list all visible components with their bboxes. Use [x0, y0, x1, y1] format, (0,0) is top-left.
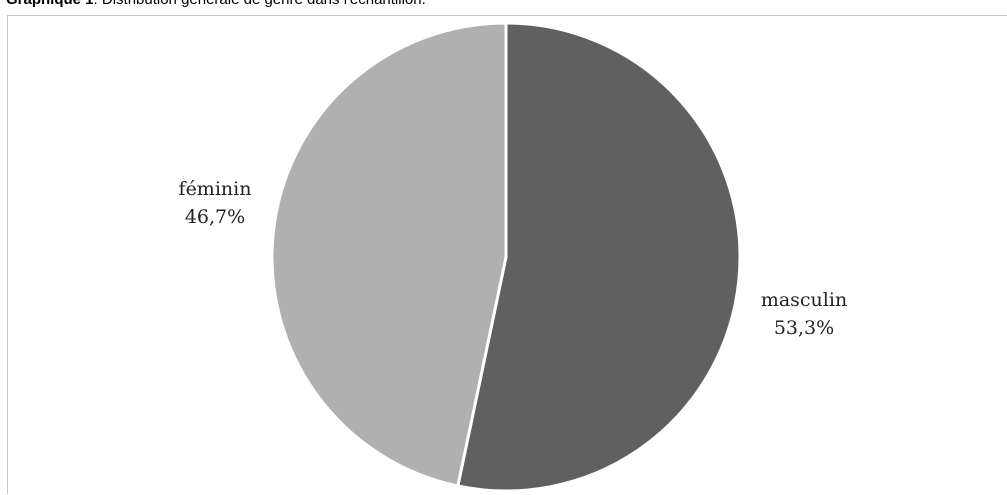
pie-slice-feminin — [270, 21, 508, 488]
slice-value-masculin: 53,3% — [774, 317, 834, 339]
pie-slice-masculin — [456, 21, 742, 493]
pie-chart: masculin 53,3% féminin 46,7% — [179, 21, 847, 493]
slice-label-masculin: masculin — [761, 289, 847, 311]
slice-label-feminin: féminin — [179, 178, 252, 200]
chart-caption: Graphique 1: Distribution générale de ge… — [6, 0, 426, 9]
slice-value-feminin: 46,7% — [185, 206, 245, 228]
chart-frame: masculin 53,3% féminin 46,7% — [7, 15, 1007, 494]
caption-text: : Distribution générale de genre dans l'… — [94, 0, 426, 8]
caption-prefix: Graphique 1 — [6, 0, 94, 8]
